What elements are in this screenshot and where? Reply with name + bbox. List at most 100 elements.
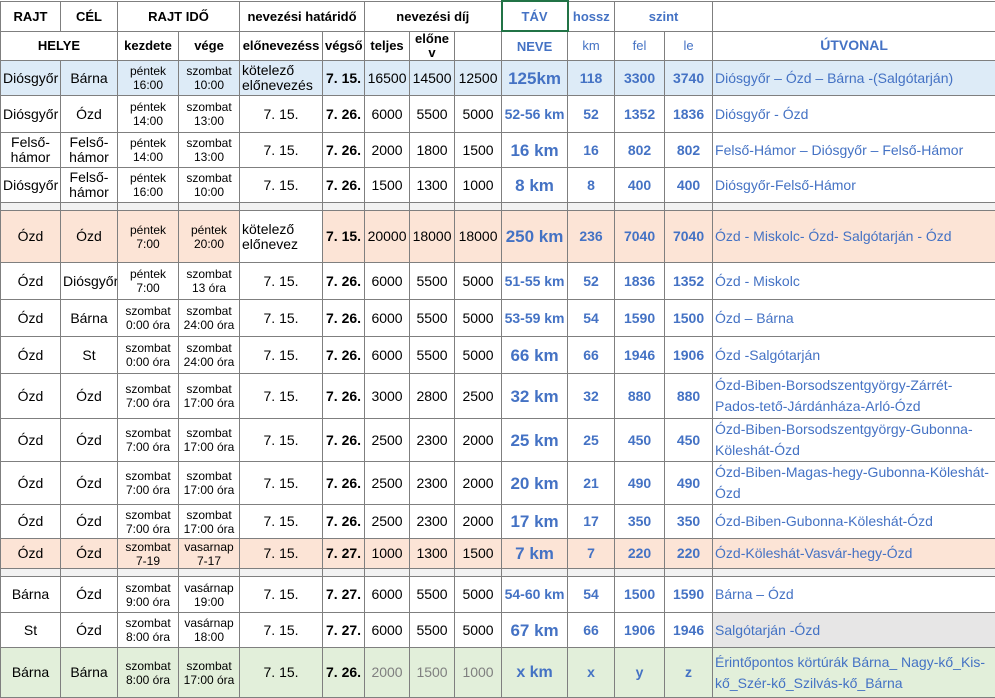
- km-cell[interactable]: 52: [568, 96, 615, 133]
- teljes-cell[interactable]: 6000: [365, 300, 410, 337]
- teljes-cell[interactable]: 1000: [365, 539, 410, 569]
- km-cell[interactable]: 66: [568, 337, 615, 374]
- vege-cell[interactable]: szombat 24:00 óra: [179, 337, 240, 374]
- le-cell[interactable]: 400: [665, 168, 713, 203]
- header-helye[interactable]: HELYE: [1, 31, 118, 61]
- kezdete-cell[interactable]: szombat 7:00 óra: [118, 419, 179, 462]
- header-fel[interactable]: fel: [615, 31, 665, 61]
- elonev-cell[interactable]: 7. 15.: [240, 263, 323, 300]
- le-cell[interactable]: 7040: [665, 211, 713, 263]
- neve-cell[interactable]: 51-55 km: [502, 263, 568, 300]
- kezdete-cell[interactable]: péntek 16:00: [118, 168, 179, 203]
- dij3-cell[interactable]: 18000: [455, 211, 502, 263]
- dij3-cell[interactable]: 12500: [455, 61, 502, 96]
- start-cell[interactable]: Ózd: [1, 374, 61, 419]
- le-cell[interactable]: 220: [665, 539, 713, 569]
- dij3-cell[interactable]: 5000: [455, 337, 502, 374]
- start-cell[interactable]: Ózd: [1, 300, 61, 337]
- fel-cell[interactable]: 802: [615, 133, 665, 168]
- finish-cell[interactable]: St: [61, 337, 118, 374]
- dij3-cell[interactable]: 1500: [455, 539, 502, 569]
- dij3-cell[interactable]: 5000: [455, 577, 502, 613]
- fel-cell[interactable]: 1906: [615, 613, 665, 648]
- neve-cell[interactable]: 54-60 km: [502, 577, 568, 613]
- vegso-cell[interactable]: 7. 15.: [323, 211, 365, 263]
- vegso-cell[interactable]: 7. 27.: [323, 577, 365, 613]
- start-cell[interactable]: Bárna: [1, 648, 61, 698]
- header-nevezesi-hatarido[interactable]: nevezési határidő: [240, 1, 365, 31]
- header-cel[interactable]: CÉL: [61, 1, 118, 31]
- elonev-dij-cell[interactable]: 2300: [410, 505, 455, 539]
- vege-cell[interactable]: szombat 24:00 óra: [179, 300, 240, 337]
- neve-cell[interactable]: 17 km: [502, 505, 568, 539]
- dij3-cell[interactable]: 1000: [455, 648, 502, 698]
- elonev-cell[interactable]: 7. 15.: [240, 337, 323, 374]
- kezdete-cell[interactable]: szombat 7-19: [118, 539, 179, 569]
- finish-cell[interactable]: Ózd: [61, 211, 118, 263]
- kezdete-cell[interactable]: szombat 7:00 óra: [118, 505, 179, 539]
- route-cell[interactable]: Ózd-Biben-Borsodszentgyörgy-Gubonna-Köle…: [713, 419, 995, 462]
- fel-cell[interactable]: 1500: [615, 577, 665, 613]
- elonev-dij-cell[interactable]: 5500: [410, 613, 455, 648]
- header-vegso[interactable]: végső: [323, 31, 365, 61]
- finish-cell[interactable]: Ózd: [61, 374, 118, 419]
- finish-cell[interactable]: Bárna: [61, 61, 118, 96]
- elonev-dij-cell[interactable]: 14500: [410, 61, 455, 96]
- vege-cell[interactable]: szombat 13 óra: [179, 263, 240, 300]
- elonev-cell[interactable]: 7. 15.: [240, 96, 323, 133]
- kezdete-cell[interactable]: szombat 7:00 óra: [118, 374, 179, 419]
- elonev-dij-cell[interactable]: 2300: [410, 419, 455, 462]
- elonev-dij-cell[interactable]: 5500: [410, 337, 455, 374]
- header-kezdete[interactable]: kezdete: [118, 31, 179, 61]
- elonev-cell[interactable]: kötelező előnevezés: [240, 61, 323, 96]
- vege-cell[interactable]: vasarnap 7-17: [179, 539, 240, 569]
- km-cell[interactable]: x: [568, 648, 615, 698]
- vege-cell[interactable]: szombat 17:00 óra: [179, 419, 240, 462]
- le-cell[interactable]: 450: [665, 419, 713, 462]
- vegso-cell[interactable]: 7. 26.: [323, 263, 365, 300]
- dij3-cell[interactable]: 5000: [455, 96, 502, 133]
- elonev-dij-cell[interactable]: 18000: [410, 211, 455, 263]
- vegso-cell[interactable]: 7. 26.: [323, 337, 365, 374]
- kezdete-cell[interactable]: szombat 9:00 óra: [118, 577, 179, 613]
- kezdete-cell[interactable]: péntek 14:00: [118, 96, 179, 133]
- finish-cell[interactable]: Felső-hámor: [61, 133, 118, 168]
- elonev-cell[interactable]: 7. 15.: [240, 648, 323, 698]
- fel-cell[interactable]: 7040: [615, 211, 665, 263]
- vegso-cell[interactable]: 7. 26.: [323, 96, 365, 133]
- elonev-dij-cell[interactable]: 2800: [410, 374, 455, 419]
- header-le[interactable]: le: [665, 31, 713, 61]
- vegso-cell[interactable]: 7. 26.: [323, 133, 365, 168]
- vege-cell[interactable]: vasárnap 18:00: [179, 613, 240, 648]
- finish-cell[interactable]: Diósgyőr: [61, 263, 118, 300]
- kezdete-cell[interactable]: szombat 8:00 óra: [118, 613, 179, 648]
- km-cell[interactable]: 17: [568, 505, 615, 539]
- vege-cell[interactable]: péntek 20:00: [179, 211, 240, 263]
- route-cell[interactable]: Érintőpontos körtúrák Bárna_ Nagy-kő_Kis…: [713, 648, 995, 698]
- teljes-cell[interactable]: 6000: [365, 263, 410, 300]
- elonev-cell[interactable]: 7. 15.: [240, 577, 323, 613]
- le-cell[interactable]: 490: [665, 462, 713, 505]
- finish-cell[interactable]: Ózd: [61, 577, 118, 613]
- route-cell[interactable]: Ózd - Miskolc: [713, 263, 995, 300]
- fel-cell[interactable]: 1590: [615, 300, 665, 337]
- route-cell[interactable]: Ózd – Bárna: [713, 300, 995, 337]
- elonev-dij-cell[interactable]: 1300: [410, 539, 455, 569]
- le-cell[interactable]: 1500: [665, 300, 713, 337]
- elonev-cell[interactable]: 7. 15.: [240, 133, 323, 168]
- teljes-cell[interactable]: 1500: [365, 168, 410, 203]
- teljes-cell[interactable]: 2000: [365, 133, 410, 168]
- route-cell[interactable]: Ózd-Biben-Magas-hegy-Gubonna-Köleshát-Óz…: [713, 462, 995, 505]
- vege-cell[interactable]: szombat 10:00: [179, 61, 240, 96]
- header-km[interactable]: km: [568, 31, 615, 61]
- finish-cell[interactable]: Ózd: [61, 419, 118, 462]
- vegso-cell[interactable]: 7. 26.: [323, 168, 365, 203]
- neve-cell[interactable]: 125km: [502, 61, 568, 96]
- le-cell[interactable]: 802: [665, 133, 713, 168]
- elonev-dij-cell[interactable]: 5500: [410, 96, 455, 133]
- header-elonevezes[interactable]: előnevezéss: [240, 31, 323, 61]
- le-cell[interactable]: 3740: [665, 61, 713, 96]
- neve-cell[interactable]: 66 km: [502, 337, 568, 374]
- km-cell[interactable]: 54: [568, 300, 615, 337]
- header-neve[interactable]: NEVE: [502, 31, 568, 61]
